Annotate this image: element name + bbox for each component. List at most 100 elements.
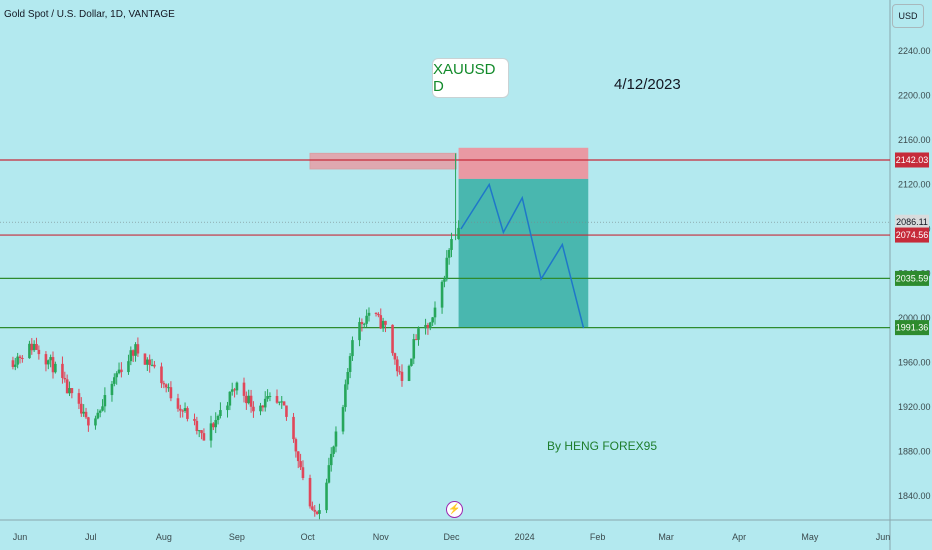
time-tick-label: Feb [590,532,606,542]
currency-button[interactable]: USD [892,4,924,28]
price-tick-label: 2120.00 [898,180,931,190]
candle [400,364,404,387]
candle-body [285,405,288,417]
candle [181,409,184,418]
candle [219,402,222,419]
candle [443,275,446,288]
candle-body [431,317,434,323]
candle-body [249,395,253,407]
candle [374,312,378,317]
candle [358,317,361,347]
candle [266,389,269,402]
candle [344,379,347,412]
candle-body [146,359,149,365]
candle-body [35,343,38,350]
candle [127,354,130,375]
candle [65,374,69,394]
candle [120,362,123,378]
candle-body [212,423,215,428]
candle [103,387,107,413]
candle-body [426,324,430,328]
candle-body [348,356,352,372]
candle [136,337,140,357]
candle-body [21,357,24,359]
candle [35,337,38,350]
candle [346,368,350,390]
supply-zone [309,152,457,170]
candle-body [134,344,137,356]
candle-body [164,384,168,388]
candle [296,451,300,469]
candle-body [318,510,321,514]
candle-body [391,324,394,354]
symbol-title: Gold Spot / U.S. Dollar, 1D, VANTAGE [4,9,175,20]
candle [379,308,383,330]
time-tick-label: Mar [658,532,674,542]
candle-body [94,418,97,426]
candle-body [259,405,262,412]
candle-body [367,312,371,316]
candle-body [117,369,121,374]
candle-body [379,315,383,329]
candle-body [28,343,31,359]
candle [129,346,133,366]
candle-body [315,511,319,514]
candle-body [103,395,107,407]
candle [334,426,338,453]
candle [367,307,371,322]
candle [209,415,213,448]
candle [197,430,201,438]
candle-body [344,384,347,408]
candle-body [96,412,100,419]
level-price-label-bg [895,227,929,243]
candle [200,430,203,440]
candle-body [252,406,255,412]
candle [233,387,236,398]
candle [327,457,331,484]
price-tick-label: 2160.00 [898,135,931,145]
candle [301,460,305,481]
level-price-label-bg [895,152,929,168]
candle-body [228,391,232,406]
candle [113,373,116,387]
candle [82,404,85,417]
candle [193,413,196,426]
candle-body [49,357,52,361]
candle-body [325,482,328,511]
candle-body [443,279,446,282]
event-lightning-icon[interactable]: ⚡ [446,501,463,518]
candle-body [440,281,444,308]
time-tick-label: Jun [13,532,28,542]
candle-body [384,320,387,325]
candle-body [30,343,34,351]
candle [341,404,345,435]
candle [428,321,432,331]
candle-body [150,364,154,366]
candle-body [195,420,199,431]
candle-body [80,403,83,414]
candle-body [101,406,104,411]
candle [384,320,387,333]
candle-body [131,350,135,356]
candle [94,415,97,430]
level-price-label-bg [895,270,929,286]
candle-body [115,373,118,378]
candle-body [169,387,173,399]
candle-body [327,465,331,483]
candle [13,357,17,371]
candle [148,354,151,373]
candle [348,353,352,379]
candle [46,359,50,370]
candle [110,381,114,402]
price-tick-label: 1840.00 [898,491,931,501]
level-price-label: 1991.36 [896,323,929,333]
candle [242,377,246,403]
candle-body [63,377,67,380]
candle [179,404,182,418]
candle [426,322,430,335]
candle [37,345,41,360]
candle-body [329,453,333,466]
candle [351,336,354,361]
candle [167,383,170,392]
